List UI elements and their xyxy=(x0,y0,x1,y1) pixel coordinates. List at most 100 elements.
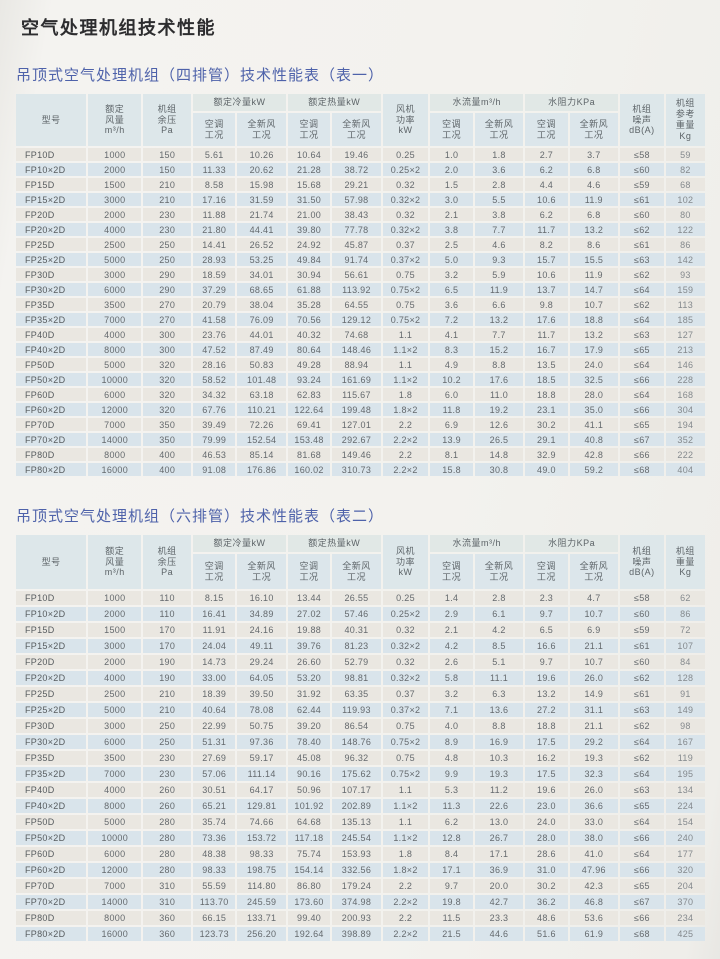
value-cell: 49.0 xyxy=(525,463,568,476)
value-cell: 2.1 xyxy=(430,208,473,221)
value-cell: 80.64 xyxy=(287,343,331,356)
value-cell: ≤67 xyxy=(620,433,664,446)
value-cell: 29.24 xyxy=(237,655,286,669)
value-cell: 320 xyxy=(143,373,192,386)
value-cell: 3.2 xyxy=(430,687,473,701)
value-cell: 17.16 xyxy=(193,193,236,206)
value-cell: 76.09 xyxy=(237,313,286,326)
value-cell: 21.28 xyxy=(287,163,331,176)
subcol-flow-ac: 空调 工况 xyxy=(430,554,473,589)
value-cell: 5000 xyxy=(88,703,142,717)
table-row: FP70D 7000 310 55.59 114.80 86.80 179.24 2.2 9.7… xyxy=(16,879,705,893)
value-cell: 19.3 xyxy=(474,767,524,781)
value-cell: 2000 xyxy=(88,208,142,221)
value-cell: 50.96 xyxy=(287,783,331,797)
value-cell: 0.32×2 xyxy=(382,639,429,653)
value-cell: 22.6 xyxy=(474,799,524,813)
value-cell: 75.74 xyxy=(287,847,331,861)
value-cell: 154 xyxy=(665,815,705,829)
value-cell: 2.2×2 xyxy=(382,463,429,476)
value-cell: 0.37×2 xyxy=(382,253,429,266)
col-header-model: 型号 xyxy=(16,94,87,146)
value-cell: 10.7 xyxy=(569,655,619,669)
value-cell: 20.0 xyxy=(474,879,524,893)
col-group-rated-heating: 额定热量kW xyxy=(287,535,381,552)
value-cell: ≤58 xyxy=(620,148,664,161)
value-cell: 13.2 xyxy=(569,328,619,341)
value-cell: 404 xyxy=(665,463,705,476)
value-cell: 135.13 xyxy=(332,815,381,829)
value-cell: 27.69 xyxy=(193,751,236,765)
value-cell: 113 xyxy=(665,298,705,311)
value-cell: 17.1 xyxy=(474,847,524,861)
value-cell: 310 xyxy=(143,895,192,909)
value-cell: 22.99 xyxy=(193,719,236,733)
value-cell: 300 xyxy=(143,343,192,356)
value-cell: ≤60 xyxy=(620,655,664,669)
value-cell: 11.88 xyxy=(193,208,236,221)
value-cell: 111.14 xyxy=(237,767,286,781)
value-cell: 173.60 xyxy=(287,895,331,909)
value-cell: 113.92 xyxy=(332,283,381,296)
value-cell: ≤63 xyxy=(620,703,664,717)
value-cell: 10.7 xyxy=(569,607,619,621)
model-cell: FP15D xyxy=(16,623,87,637)
table-row: FP50×2D 10000 280 73.36 153.72 117.18 245.54 1.… xyxy=(16,831,705,845)
model-cell: FP50×2D xyxy=(16,831,87,845)
value-cell: 175.62 xyxy=(332,767,381,781)
value-cell: ≤65 xyxy=(620,799,664,813)
value-cell: 78.40 xyxy=(287,735,331,749)
value-cell: 245.54 xyxy=(332,831,381,845)
value-cell: ≤64 xyxy=(620,313,664,326)
value-cell: 78.08 xyxy=(237,703,286,717)
value-cell: 19.6 xyxy=(525,671,568,685)
col-group-water-resistance: 水阻力KPa xyxy=(525,94,619,111)
value-cell: 80 xyxy=(665,208,705,221)
value-cell: 4000 xyxy=(88,328,142,341)
value-cell: 8000 xyxy=(88,799,142,813)
value-cell: 3000 xyxy=(88,268,142,281)
table-row: FP60D 6000 320 34.32 63.18 62.83 115.67 1.8 6.0 1… xyxy=(16,388,705,401)
value-cell: 256.20 xyxy=(237,927,286,941)
value-cell: 153.72 xyxy=(237,831,286,845)
value-cell: 6.9 xyxy=(430,418,473,431)
value-cell: 2.2 xyxy=(382,911,429,925)
value-cell: 3.6 xyxy=(474,163,524,176)
value-cell: 13.0 xyxy=(474,815,524,829)
value-cell: 15.8 xyxy=(430,463,473,476)
value-cell: 30.2 xyxy=(525,418,568,431)
value-cell: 1.4 xyxy=(430,591,473,605)
value-cell: 170 xyxy=(143,639,192,653)
value-cell: 51.6 xyxy=(525,927,568,941)
subcol-resistance-fresh-air: 全新风 工况 xyxy=(569,113,619,146)
value-cell: 14.8 xyxy=(474,448,524,461)
value-cell: 167 xyxy=(665,735,705,749)
value-cell: 6000 xyxy=(88,735,142,749)
value-cell: 91.74 xyxy=(332,253,381,266)
value-cell: 72 xyxy=(665,623,705,637)
value-cell: 3.2 xyxy=(430,268,473,281)
value-cell: 370 xyxy=(665,895,705,909)
value-cell: 7.7 xyxy=(474,328,524,341)
value-cell: 300 xyxy=(143,328,192,341)
value-cell: 15.68 xyxy=(287,178,331,191)
value-cell: 7.7 xyxy=(474,223,524,236)
value-cell: 13.2 xyxy=(569,223,619,236)
value-cell: 86.54 xyxy=(332,719,381,733)
table-row: FP25×2D 5000 210 40.64 78.08 62.44 119.93 0.37×… xyxy=(16,703,705,717)
value-cell: 7000 xyxy=(88,879,142,893)
col-group-water-flow: 水流量m³/h xyxy=(430,535,524,552)
table-row: FP20×2D 4000 190 33.00 64.05 53.20 98.81 0.32×2… xyxy=(16,671,705,685)
value-cell: 154.14 xyxy=(287,863,331,877)
value-cell: ≤60 xyxy=(620,163,664,176)
value-cell: 41.1 xyxy=(569,418,619,431)
value-cell: 57.98 xyxy=(332,193,381,206)
value-cell: 33.0 xyxy=(569,815,619,829)
value-cell: 18.8 xyxy=(525,719,568,733)
subcol-heating-fresh-air: 全新风 工况 xyxy=(332,554,381,589)
subcol-heating-fresh-air: 全新风 工况 xyxy=(332,113,381,146)
value-cell: 4.4 xyxy=(525,178,568,191)
value-cell: 10.6 xyxy=(525,193,568,206)
value-cell: 234 xyxy=(665,911,705,925)
value-cell: 69.41 xyxy=(287,418,331,431)
